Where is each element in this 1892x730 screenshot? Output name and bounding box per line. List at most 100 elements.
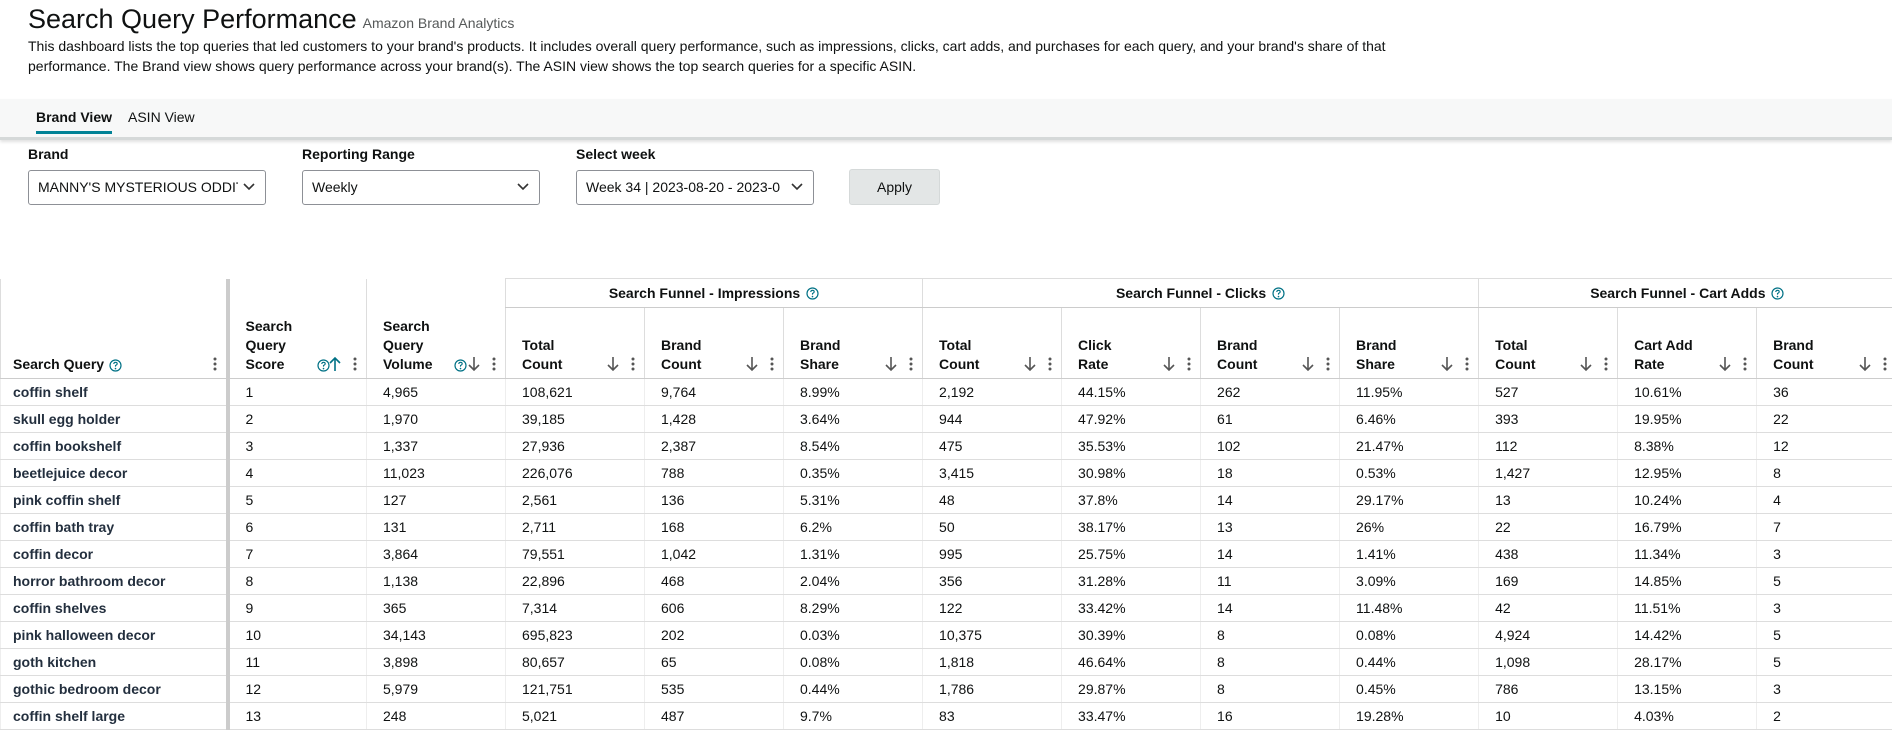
sort-icon[interactable]: [606, 356, 620, 372]
sort-icon[interactable]: [1301, 356, 1315, 372]
table-cell: 8: [1756, 459, 1892, 487]
sort-icon[interactable]: [1718, 356, 1732, 372]
table-cell: 248: [366, 702, 506, 730]
dropdown[interactable]: Week 34 | 2023-08-20 - 2023-0: [576, 170, 814, 205]
sort-icon[interactable]: [1023, 356, 1037, 372]
table-cell: 535: [644, 675, 784, 703]
table-row: pink halloween decor 10 34,143 695,823 202 0.…: [0, 621, 1892, 649]
table-cell: 2,711: [505, 513, 645, 541]
table-cell: 3: [1756, 675, 1892, 703]
column-label: Brand Count: [661, 337, 702, 372]
table-cell: 127: [366, 486, 506, 514]
column-header: Cart Add Rate: [1617, 307, 1757, 379]
help-icon[interactable]: [109, 359, 122, 372]
table-cell: 3: [227, 432, 367, 460]
group-label: Search Funnel - Cart Adds: [1590, 284, 1766, 301]
column-menu-icon[interactable]: [491, 356, 497, 372]
table-cell: 14.85%: [1617, 567, 1757, 595]
column-menu-icon[interactable]: [908, 356, 914, 372]
column-menu-icon[interactable]: [1742, 356, 1748, 372]
table-cell: 9,764: [644, 378, 784, 406]
table-cell: 13.15%: [1617, 675, 1757, 703]
sort-icon[interactable]: [1440, 356, 1454, 372]
tab[interactable]: ASIN View: [128, 109, 195, 125]
column-menu-icon[interactable]: [1325, 356, 1331, 372]
table-cell: 102: [1200, 432, 1340, 460]
table-cell: 0.08%: [1339, 621, 1479, 649]
column-menu-icon[interactable]: [1186, 356, 1192, 372]
table-cell: 226,076: [505, 459, 645, 487]
sort-icon[interactable]: [467, 356, 481, 372]
table-row: horror bathroom decor 8 1,138 22,896 468 2.04…: [0, 567, 1892, 595]
table-cell: 1.31%: [782, 540, 923, 568]
table-cell: 3.64%: [782, 405, 923, 433]
table-cell: 11.51%: [1617, 594, 1757, 622]
sort-icon[interactable]: [1162, 356, 1176, 372]
column-menu-icon[interactable]: [1603, 356, 1609, 372]
column-menu-icon[interactable]: [1047, 356, 1053, 372]
column-menu-icon[interactable]: [352, 356, 358, 372]
table-cell: 46.64%: [1061, 648, 1201, 676]
table-cell: 136: [644, 486, 784, 514]
header-row: Search Query Search Query Score Search Que…: [0, 278, 1892, 379]
table-cell: 26%: [1339, 513, 1479, 541]
group-header: Search Funnel - Clicks: [922, 278, 1479, 308]
table-cell: 122: [922, 594, 1062, 622]
table-cell: 475: [922, 432, 1062, 460]
dropdown-value: MANNY'S MYSTERIOUS ODDITI: [38, 179, 238, 195]
table-cell: 4.03%: [1617, 702, 1757, 730]
table-cell: 28.17%: [1617, 648, 1757, 676]
sort-icon[interactable]: [884, 356, 898, 372]
table-cell: 6: [227, 513, 367, 541]
table-cell: 50: [922, 513, 1062, 541]
table-cell: 7: [227, 540, 367, 568]
table-cell: 16: [1200, 702, 1340, 730]
dropdown[interactable]: MANNY'S MYSTERIOUS ODDITI: [28, 170, 266, 205]
column-header: Brand Count: [1200, 307, 1340, 379]
help-icon[interactable]: [454, 359, 467, 372]
tab[interactable]: Brand View: [36, 109, 112, 134]
table-cell: 365: [366, 594, 506, 622]
table-cell: 356: [922, 567, 1062, 595]
chevron-icon: [517, 183, 529, 191]
table-row: pink coffin shelf 5 127 2,561 136 5.31% 48 37.8…: [0, 486, 1892, 514]
table-cell: 1,427: [1478, 459, 1618, 487]
table-cell: 2: [1756, 702, 1892, 730]
help-icon[interactable]: [806, 287, 819, 300]
table-cell: 19.28%: [1339, 702, 1479, 730]
sort-icon[interactable]: [328, 356, 342, 372]
column-label: Brand Share: [800, 337, 841, 372]
sort-icon[interactable]: [745, 356, 759, 372]
sort-icon[interactable]: [1858, 356, 1872, 372]
table-cell: 13: [1200, 513, 1340, 541]
help-icon[interactable]: [1272, 287, 1285, 300]
column-menu-icon[interactable]: [1882, 356, 1888, 372]
table-cell: 0.44%: [1339, 648, 1479, 676]
chevron-icon: [243, 183, 255, 191]
table-cell: 487: [644, 702, 784, 730]
help-icon[interactable]: [1771, 287, 1785, 300]
table-cell: 1,337: [366, 432, 506, 460]
table-cell: 19.95%: [1617, 405, 1757, 433]
group-label: Search Funnel - Impressions: [608, 284, 801, 301]
help-icon[interactable]: [316, 359, 330, 372]
column-header: Total Count: [1478, 307, 1618, 379]
table-cell: pink halloween decor: [0, 621, 230, 649]
table-cell: 3.09%: [1339, 567, 1479, 595]
dropdown[interactable]: Weekly: [302, 170, 540, 205]
table-cell: 1,970: [366, 405, 506, 433]
tab-bar: Brand View ASIN View: [0, 99, 1892, 140]
table-row: skull egg holder 2 1,970 39,185 1,428 3.64% 94…: [0, 405, 1892, 433]
column-menu-icon[interactable]: [1464, 356, 1470, 372]
column-menu-icon[interactable]: [769, 356, 775, 372]
column-menu-icon[interactable]: [630, 356, 636, 372]
table-cell: 8.54%: [782, 432, 923, 460]
apply-button[interactable]: Apply: [849, 169, 940, 205]
column-header: Brand Share: [782, 307, 923, 379]
group-header: Search Funnel - Impressions: [504, 278, 923, 308]
table-cell: 29.87%: [1061, 675, 1201, 703]
sort-icon[interactable]: [1579, 356, 1593, 372]
column-menu-icon[interactable]: [212, 356, 218, 372]
table-cell: 5,021: [505, 702, 645, 730]
table-cell: 5: [1756, 648, 1892, 676]
